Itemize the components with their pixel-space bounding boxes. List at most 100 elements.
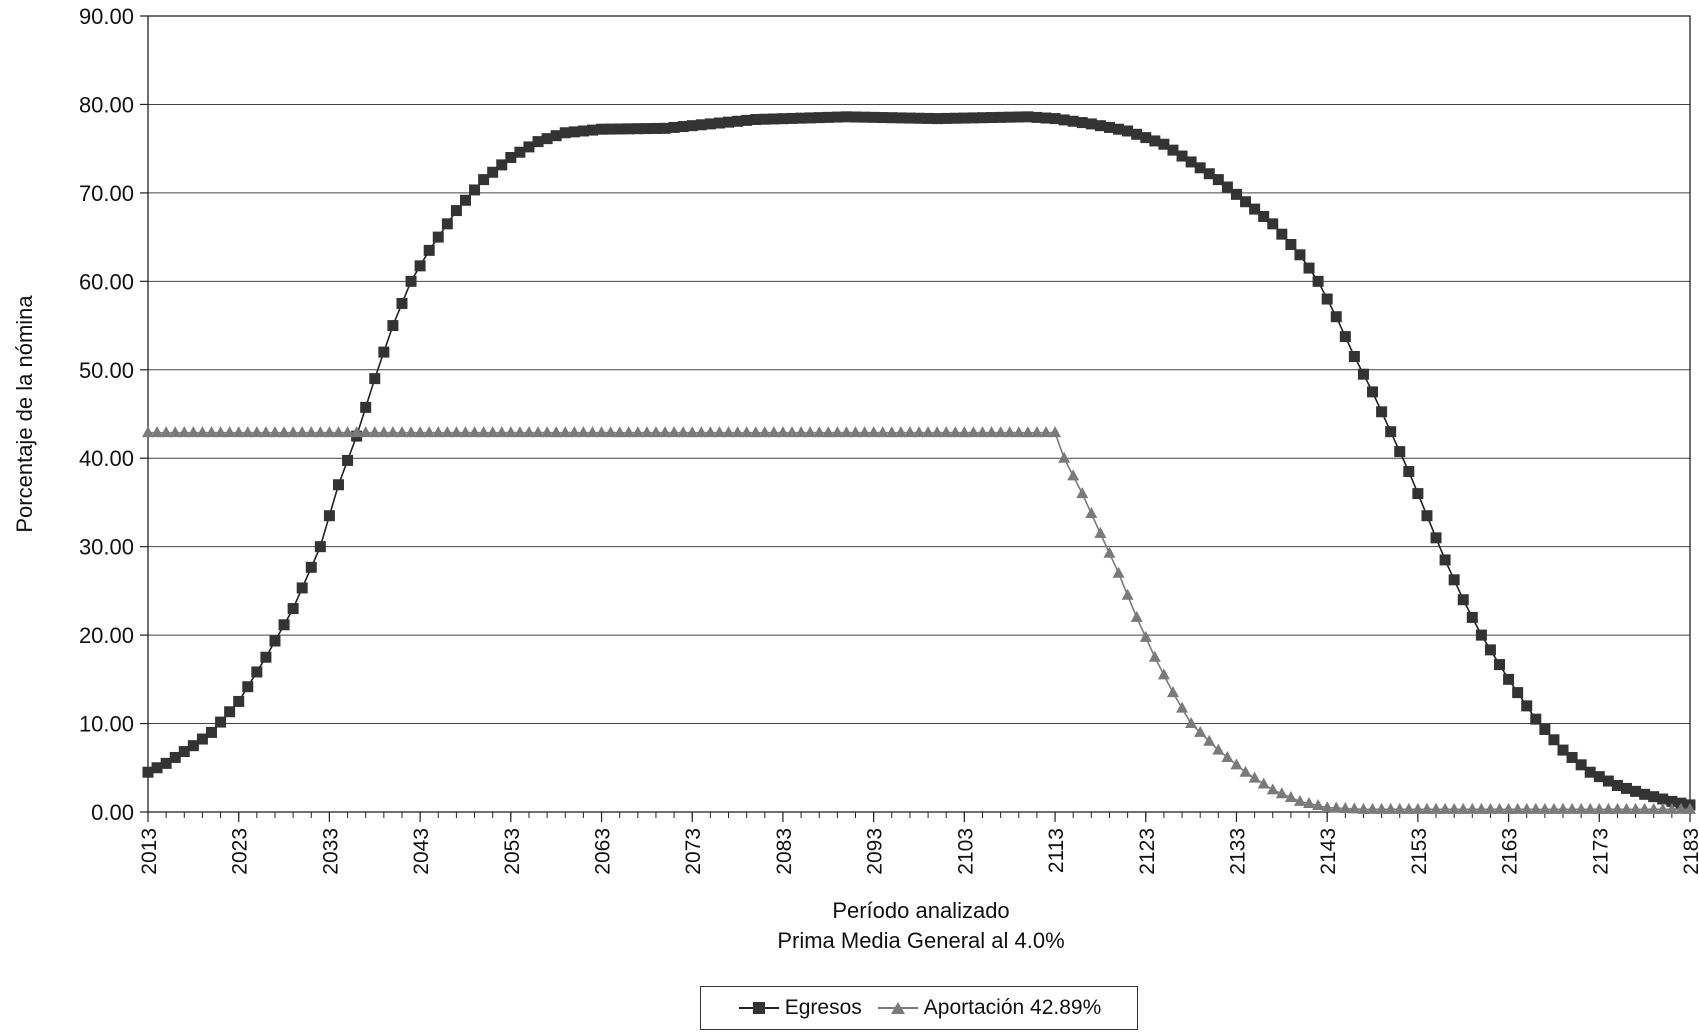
y-tick-label: 50.00: [79, 358, 134, 383]
data-point: [1166, 686, 1179, 698]
data-point: [913, 112, 925, 124]
series-line: [147, 115, 1691, 806]
data-point: [686, 426, 699, 438]
data-point: [586, 124, 598, 136]
y-axis-title: Porcentaje de la nómina: [12, 295, 37, 533]
data-point: [1593, 771, 1605, 783]
data-point: [804, 112, 816, 124]
data-point: [1647, 802, 1660, 814]
data-point: [895, 112, 907, 124]
data-point: [387, 320, 399, 332]
data-point: [1593, 802, 1606, 814]
data-point: [1530, 713, 1542, 725]
data-point: [741, 114, 753, 126]
data-point: [1566, 751, 1578, 763]
data-point: [441, 218, 453, 230]
data-point: [614, 123, 626, 135]
data-point: [1538, 802, 1551, 814]
data-point: [550, 426, 563, 438]
data-point: [1012, 426, 1025, 438]
data-point: [903, 426, 916, 438]
data-point: [296, 582, 308, 594]
data-point: [913, 426, 925, 438]
data-point: [1439, 802, 1452, 814]
data-point: [1312, 275, 1324, 287]
data-point: [278, 426, 291, 438]
data-point: [1330, 311, 1342, 323]
data-point: [214, 426, 227, 438]
data-point: [568, 126, 580, 138]
data-point: [640, 426, 653, 438]
data-point: [1502, 802, 1515, 814]
data-point: [1067, 469, 1080, 481]
data-point: [196, 733, 208, 745]
data-point: [940, 426, 953, 438]
data-point: [994, 426, 1007, 438]
data-point: [332, 479, 344, 491]
x-tick-label: 2143: [1317, 828, 1340, 875]
data-point: [541, 133, 553, 145]
legend-label: Egresos: [784, 996, 862, 1019]
data-point: [659, 426, 672, 438]
data-point: [795, 112, 807, 124]
data-point: [1176, 150, 1188, 162]
data-point: [1122, 125, 1134, 137]
data-point: [233, 695, 245, 707]
data-point: [1439, 554, 1451, 566]
data-point: [1058, 451, 1071, 463]
data-point: [1466, 802, 1479, 814]
data-point: [468, 426, 481, 438]
data-point: [169, 751, 181, 763]
data-point: [523, 141, 535, 153]
square-marker-icon: [738, 1002, 779, 1014]
data-point: [949, 426, 962, 438]
data-point: [1376, 406, 1388, 418]
data-point: [1194, 162, 1206, 174]
data-point: [641, 123, 653, 135]
data-point: [677, 426, 690, 438]
data-point: [405, 275, 417, 287]
data-point: [1339, 331, 1351, 343]
data-point: [985, 426, 998, 438]
x-tick-label: 2013: [138, 828, 161, 875]
line-chart: 0.00 10.00 20.00 30.00 40.00 50.00 60.00 70.00 8…: [12, 4, 1699, 953]
data-point: [1656, 802, 1669, 814]
data-point: [505, 152, 517, 164]
data-point: [1629, 802, 1642, 814]
data-point: [1212, 174, 1224, 186]
data-point: [1194, 725, 1207, 737]
data-point: [559, 426, 572, 438]
data-point: [268, 426, 281, 438]
data-point: [840, 426, 853, 438]
data-point: [1103, 121, 1115, 133]
data-point: [1039, 426, 1052, 438]
data-point: [160, 757, 172, 769]
data-point: [496, 159, 508, 171]
data-point: [813, 426, 826, 438]
data-point: [1557, 802, 1570, 814]
data-point: [1403, 465, 1415, 477]
series-line: [148, 431, 1690, 811]
data-point: [750, 113, 762, 125]
data-point: [432, 231, 444, 243]
data-point: [178, 426, 191, 438]
data-point: [1657, 793, 1669, 805]
x-tick-label: 2063: [592, 828, 615, 875]
data-point: [1484, 644, 1496, 656]
data-point: [1230, 758, 1243, 770]
data-point: [1402, 802, 1415, 814]
data-point: [813, 112, 825, 124]
data-point: [568, 426, 581, 438]
y-tick-label: 70.00: [79, 181, 134, 206]
data-point: [1294, 249, 1306, 261]
data-point: [1494, 659, 1506, 671]
x-axis-title: Período analizado: [832, 898, 1009, 923]
data-point: [986, 112, 998, 124]
data-point: [740, 426, 753, 438]
data-point: [749, 426, 762, 438]
data-point: [196, 426, 209, 438]
data-point: [1475, 802, 1488, 814]
data-point: [423, 244, 435, 256]
data-point: [776, 426, 789, 438]
data-point: [695, 426, 708, 438]
